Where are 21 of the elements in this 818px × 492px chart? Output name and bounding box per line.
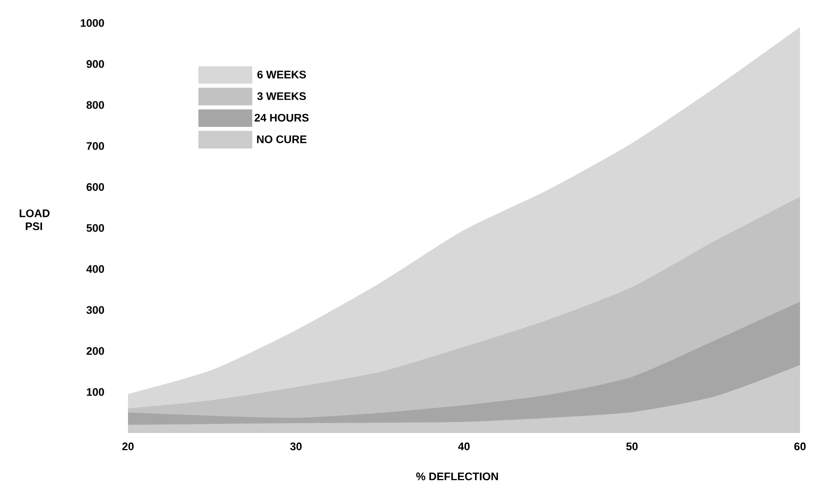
y-tick-label: 300 [86,306,104,314]
x-tick-label: 50 [626,442,638,450]
x-axis-title: % DEFLECTION [416,472,498,480]
legend-label: 3 WEEKS [257,92,306,100]
legend-label: NO CURE [257,135,306,144]
y-tick-label: 900 [86,60,104,68]
y-tick-label: 100 [86,388,104,396]
y-tick-label: 800 [86,101,104,109]
y-axis-title: LOAD PSI [20,209,50,230]
x-tick-label: 30 [290,442,302,450]
legend-label: 24 HOURS [254,114,309,122]
legend-label: 6 WEEKS [257,70,306,78]
y-tick-label: 1000 [80,19,104,27]
y-tick-label: 200 [86,347,104,355]
y-tick-label: 700 [86,142,104,150]
x-tick-label: 60 [794,442,806,450]
x-tick-label: 20 [122,442,134,450]
y-tick-label: 400 [86,265,104,273]
y-tick-label: 600 [86,183,104,191]
x-tick-label: 40 [458,442,470,450]
y-tick-label: 500 [86,224,104,232]
